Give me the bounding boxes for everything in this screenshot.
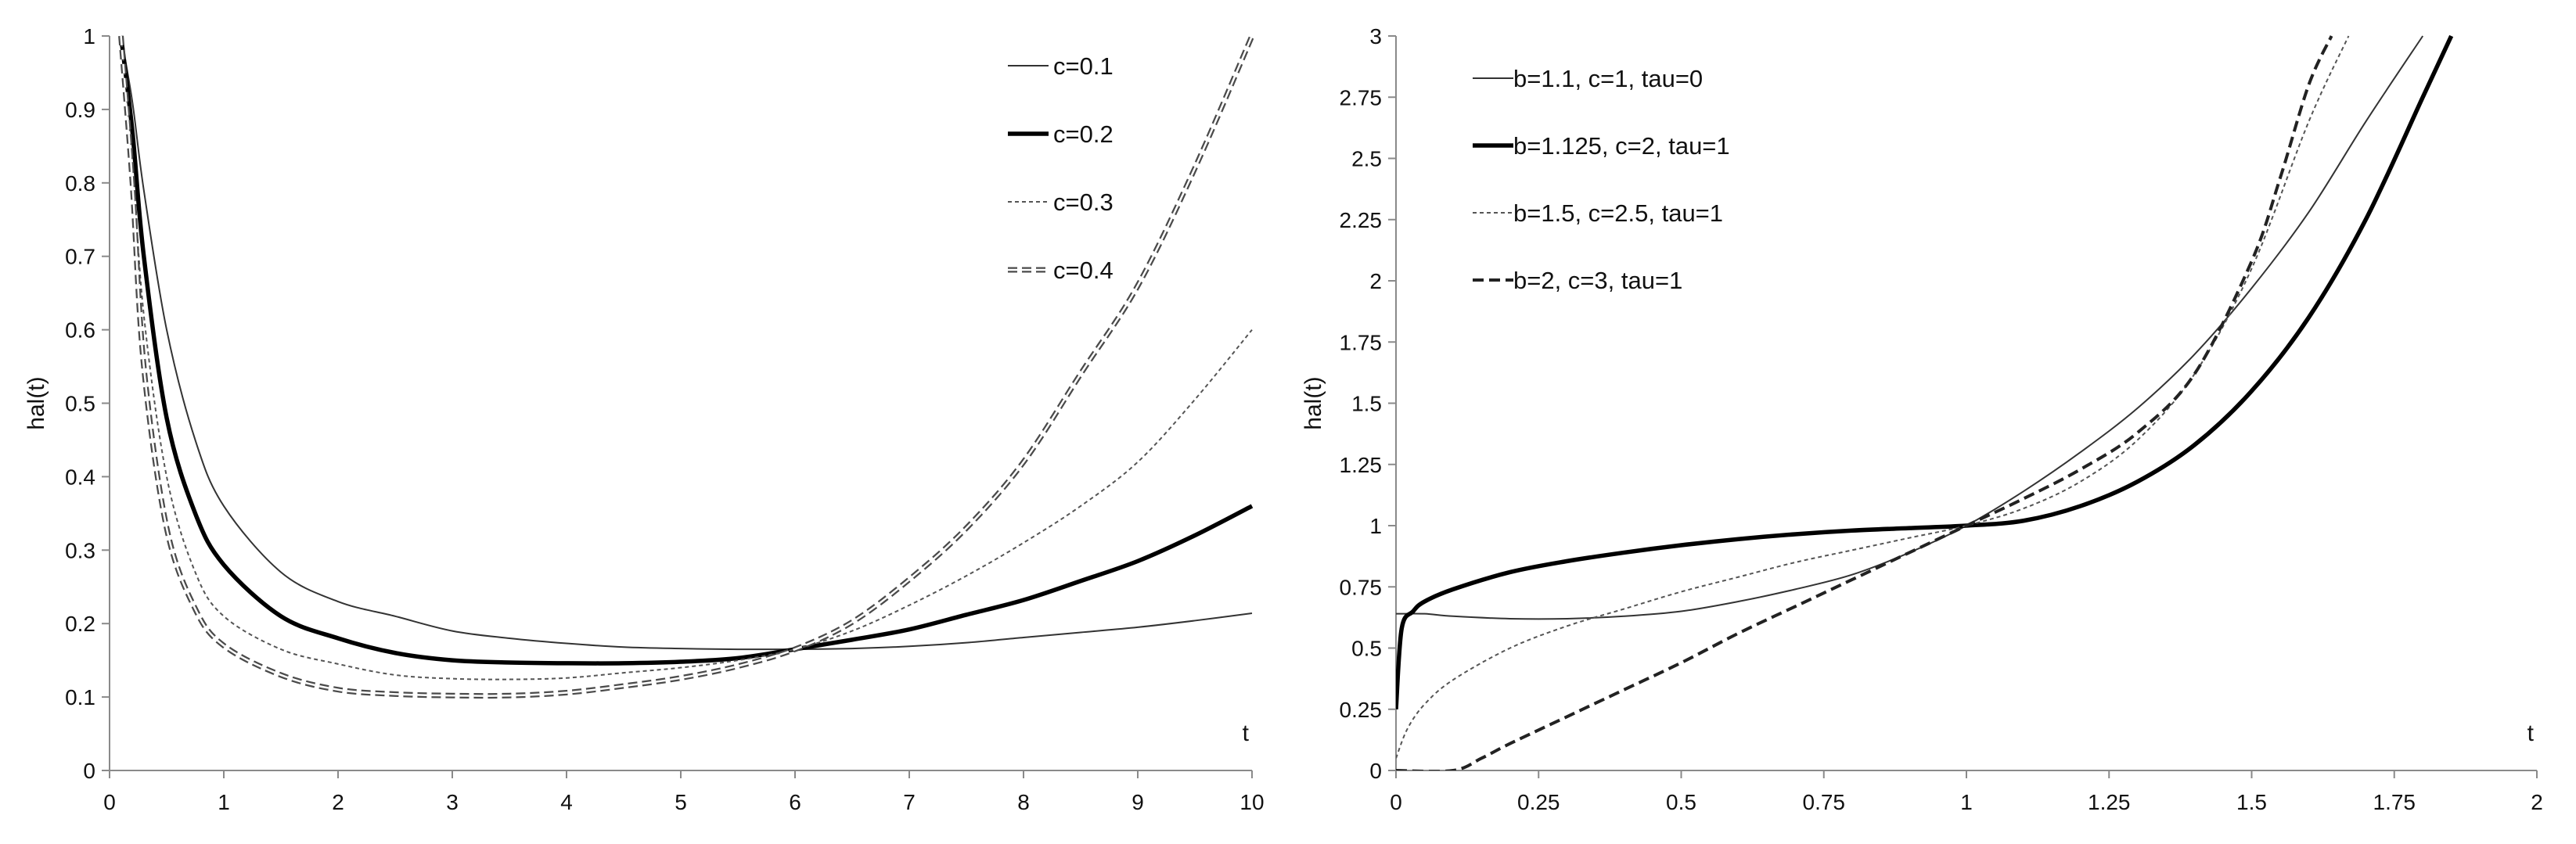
y-tick-label: 0.5 xyxy=(65,392,95,416)
series-line-3 xyxy=(120,35,1253,681)
y-axis-title: hal(t) xyxy=(1301,376,1326,429)
legend-item: b=1.1, c=1, tau=0 xyxy=(1473,65,1703,92)
legend-label: b=1.5, c=2.5, tau=1 xyxy=(1513,199,1723,227)
series-line-4 xyxy=(1396,35,2333,770)
x-tick-label: 9 xyxy=(1131,790,1144,814)
x-tick-label: 2 xyxy=(2531,790,2543,814)
y-tick-label: 0.2 xyxy=(65,612,95,636)
x-tick-label: 5 xyxy=(675,790,687,814)
x-tick-label: 4 xyxy=(560,790,573,814)
x-tick-label: 0 xyxy=(103,790,116,814)
plot-area xyxy=(1396,34,2454,770)
x-tick-label: 6 xyxy=(789,790,801,814)
legend-item: c=0.1 xyxy=(1008,52,1114,80)
y-tick-label: 0 xyxy=(1369,759,1382,783)
left-chart: 00.10.20.30.40.50.60.70.80.910 1 2 3 4 5 6 7 8 9 1… xyxy=(23,24,1265,814)
y-tick-label: 0.9 xyxy=(65,98,95,122)
series-line-path xyxy=(1396,35,2424,620)
legend-item: c=0.3 xyxy=(1008,189,1114,216)
legend-label: c=0.2 xyxy=(1053,120,1114,148)
y-tick-label: 1.25 xyxy=(1340,453,1383,477)
x-axis-title: t xyxy=(2527,720,2535,746)
y-tick-label: 2 xyxy=(1369,269,1382,293)
x-tick-label: 0.5 xyxy=(1666,790,1696,814)
y-tick-label: 1 xyxy=(83,24,95,48)
y-tick-label: 0.1 xyxy=(65,685,95,709)
x-tick-label: 1 xyxy=(218,790,230,814)
series-line-path xyxy=(118,35,1254,666)
x-tick-label: 8 xyxy=(1017,790,1030,814)
y-tick-label: 0.75 xyxy=(1340,575,1383,599)
y-tick-label: 2.75 xyxy=(1340,85,1383,110)
series-line-1 xyxy=(120,35,1253,651)
y-tick-label: 2.25 xyxy=(1340,208,1383,232)
series-line-1 xyxy=(1396,35,2424,620)
series-line-2 xyxy=(118,35,1254,666)
series-line-path xyxy=(1396,34,2454,709)
y-tick-label: 2.5 xyxy=(1351,147,1382,171)
series-line-path xyxy=(120,35,1253,681)
y-tick-label: 0.4 xyxy=(65,465,95,489)
series-line-path xyxy=(1396,35,2333,770)
legend-label: b=1.1, c=1, tau=0 xyxy=(1513,65,1703,92)
y-axis-title: hal(t) xyxy=(23,376,49,429)
x-tick-label: 3 xyxy=(446,790,459,814)
y-tick-label: 0.25 xyxy=(1340,698,1383,722)
x-tick-label: 1.75 xyxy=(2373,790,2416,814)
plot-area xyxy=(118,34,1255,699)
x-tick-label: 7 xyxy=(903,790,916,814)
y-tick-label: 0 xyxy=(83,759,95,783)
legend-label: b=2, c=3, tau=1 xyxy=(1513,267,1682,294)
series-line-path xyxy=(120,35,1254,697)
x-axis-title: t xyxy=(1243,720,1250,746)
legend: c=0.1 c=0.2 c=0.3 c=0.4 xyxy=(1008,52,1114,284)
y-tick-label: 0.7 xyxy=(65,245,95,269)
legend: b=1.1, c=1, tau=0 b=1.125, c=2, tau=1 b=1.… xyxy=(1473,65,1730,294)
right-chart: 0 0.25 0.5 0.75 1 1.25 1.5 1.75 2 2.25 2.5 2.75 3 0 0.… xyxy=(1301,24,2543,814)
legend-label: b=1.125, c=2, tau=1 xyxy=(1513,132,1730,160)
y-tick-label: 3 xyxy=(1369,24,1382,48)
x-tick-label: 2 xyxy=(332,790,344,814)
x-tick-label: 1 xyxy=(1960,790,1973,814)
y-tick-label: 1 xyxy=(1369,514,1382,538)
legend-item: b=2, c=3, tau=1 xyxy=(1473,267,1682,294)
x-tick-label: 10 xyxy=(1239,790,1264,814)
x-tick-label: 0 xyxy=(1390,790,1402,814)
legend-item: b=1.125, c=2, tau=1 xyxy=(1473,132,1730,160)
legend-label: c=0.4 xyxy=(1053,257,1114,284)
y-tick-label: 0.3 xyxy=(65,538,95,562)
legend-item: c=0.2 xyxy=(1008,120,1114,148)
legend-label: c=0.1 xyxy=(1053,52,1114,80)
legend-item: b=1.5, c=2.5, tau=1 xyxy=(1473,199,1723,227)
series-line-path xyxy=(1396,35,2350,759)
x-tick-label: 1.25 xyxy=(2088,790,2131,814)
x-tick-label: 1.5 xyxy=(2236,790,2267,814)
y-tick-label: 1.5 xyxy=(1351,392,1382,416)
series-line-3 xyxy=(1396,35,2350,759)
series-line-2 xyxy=(1396,34,2454,709)
y-tick-label: 0.6 xyxy=(65,318,95,343)
x-tick-label: 0.75 xyxy=(1803,790,1846,814)
series-line-path xyxy=(120,35,1253,651)
y-tick-label: 1.75 xyxy=(1340,330,1383,354)
legend-label: c=0.3 xyxy=(1053,189,1114,216)
y-tick-label: 0.5 xyxy=(1351,637,1382,661)
y-tick-label: 0.8 xyxy=(65,171,95,196)
legend-item: c=0.4 xyxy=(1008,257,1114,284)
x-tick-label: 0.25 xyxy=(1517,790,1560,814)
series-line-4 xyxy=(118,34,1255,699)
